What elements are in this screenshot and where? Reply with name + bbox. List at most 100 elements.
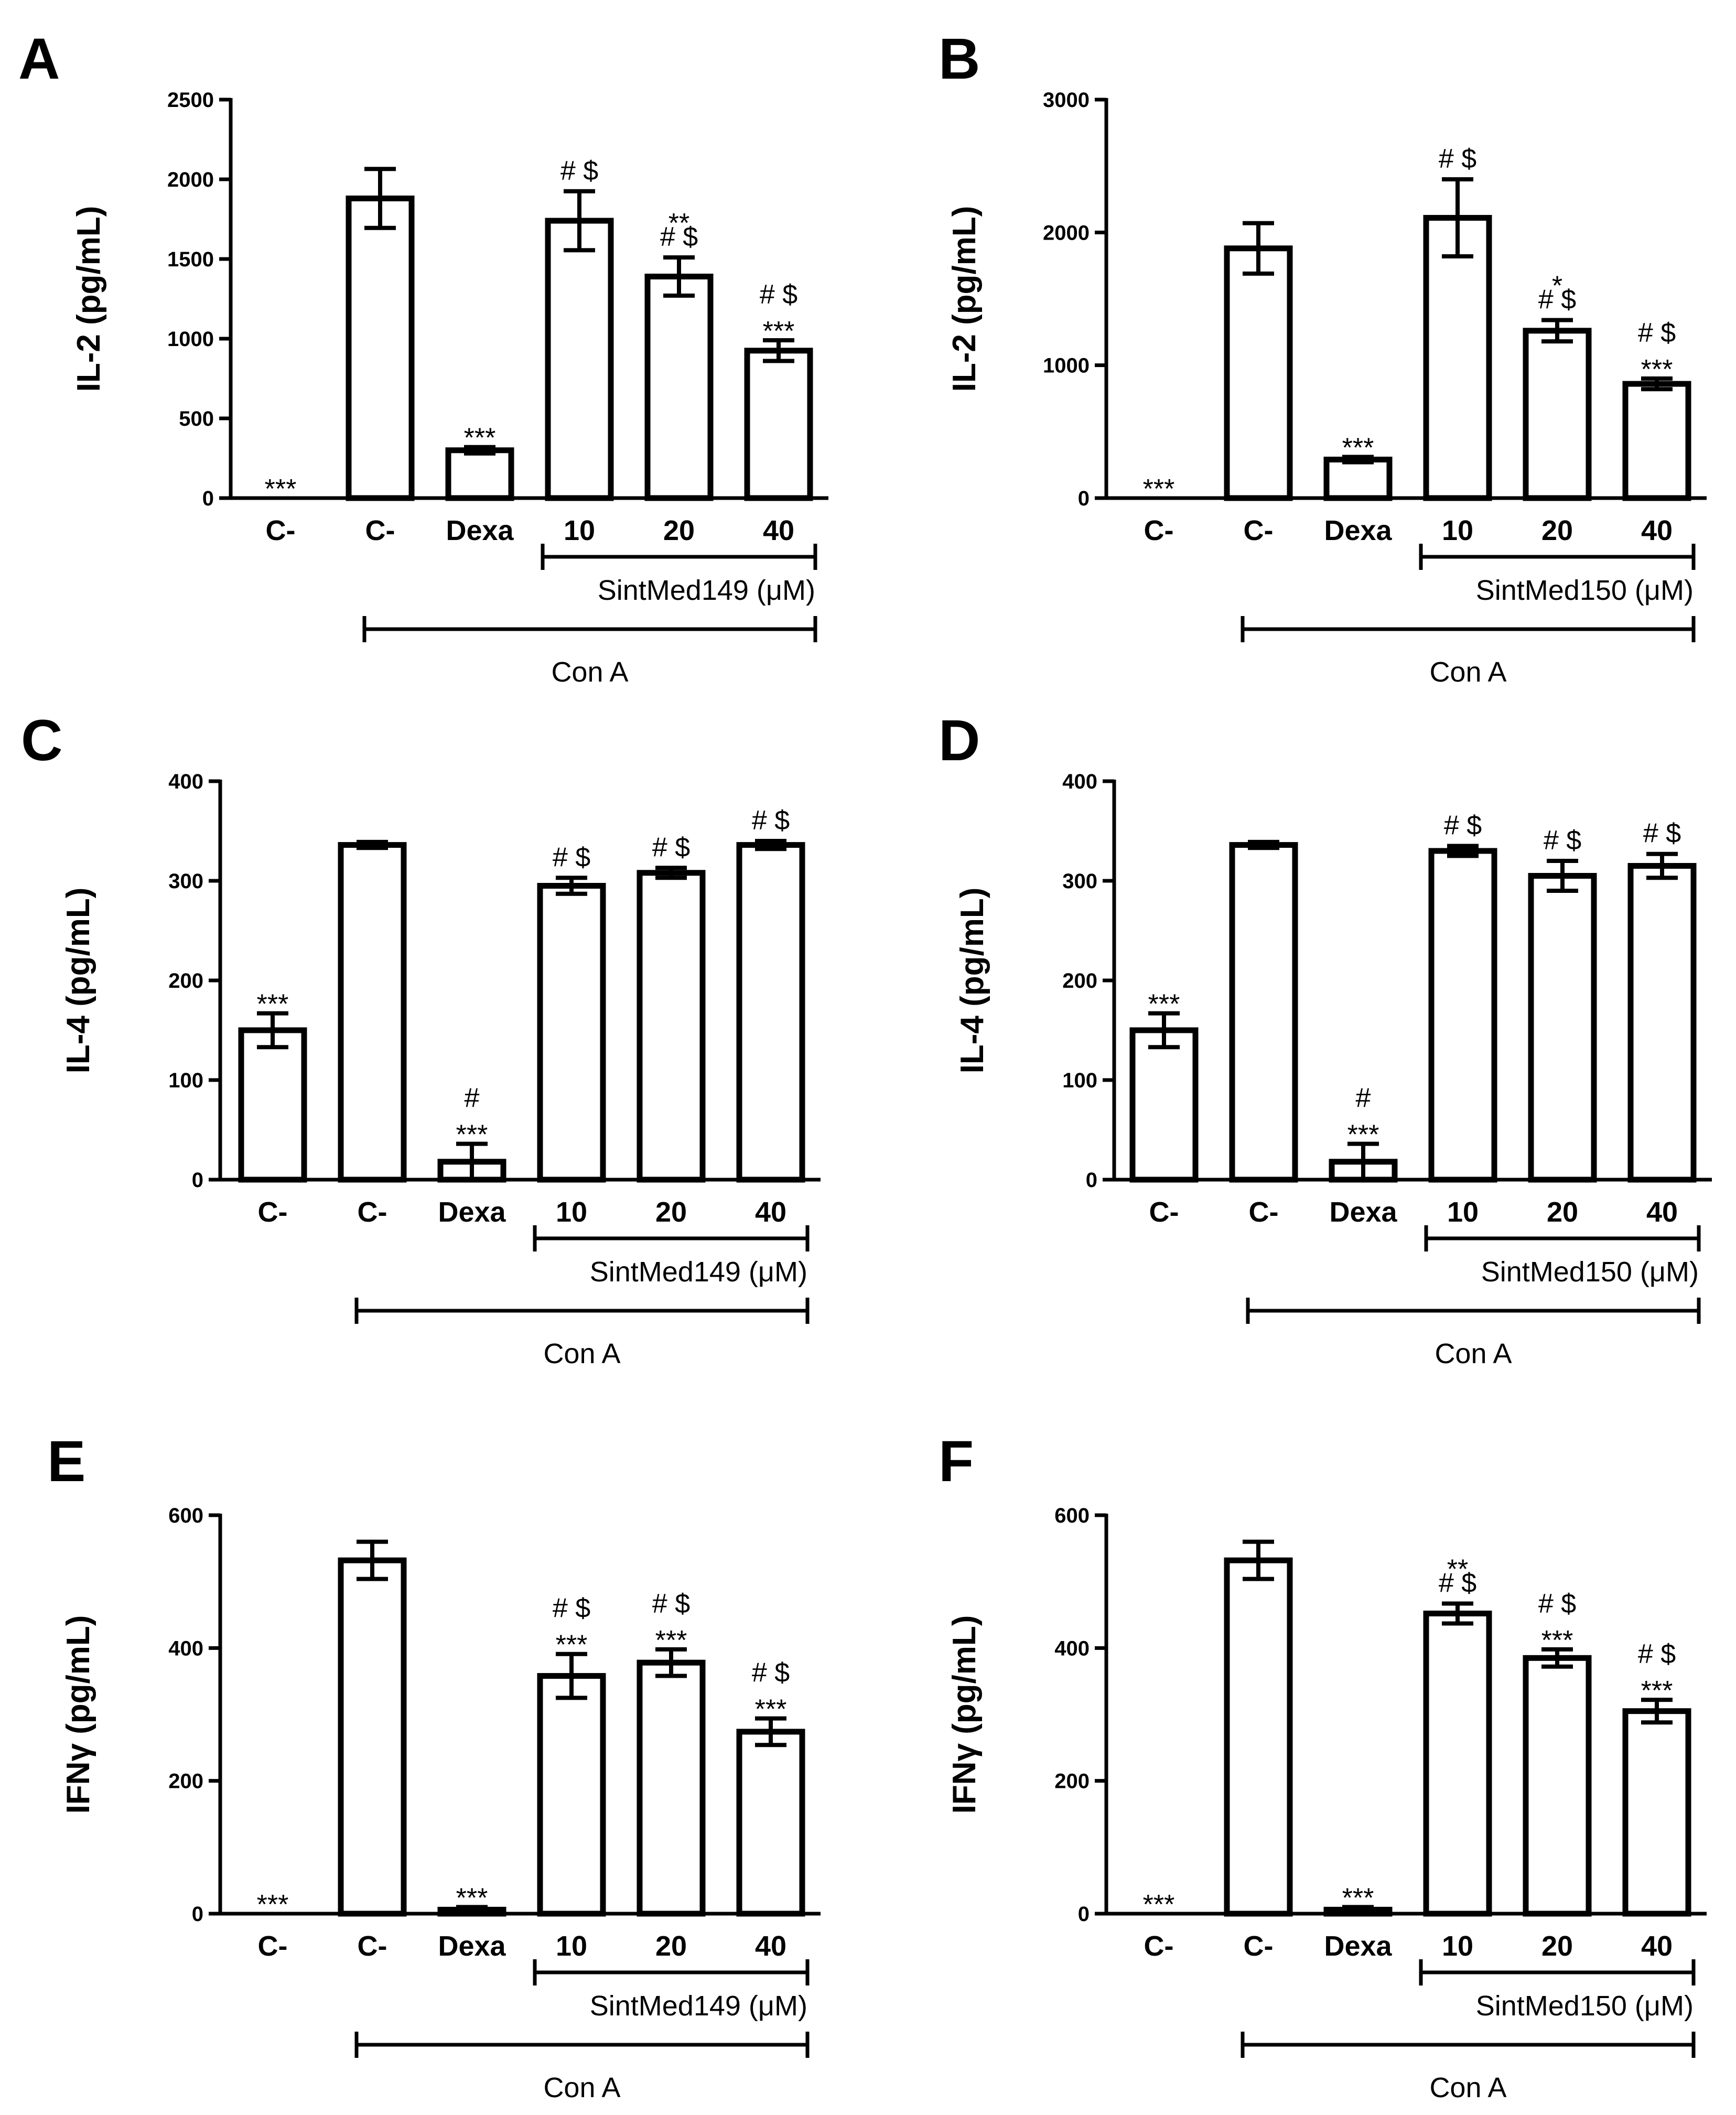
- y-tick-label: 2000: [167, 168, 214, 191]
- x-tick-label: Dexa: [1329, 1196, 1397, 1228]
- significance-label: ***: [1347, 1120, 1379, 1150]
- x-tick-label: 40: [755, 1196, 786, 1228]
- x-tick-label: Dexa: [1324, 515, 1392, 546]
- y-axis-label: IL-4 (pg/mL): [954, 888, 990, 1074]
- y-tick-label: 0: [1078, 487, 1090, 510]
- significance-label: #: [1356, 1083, 1371, 1114]
- significance-label: ***: [1143, 474, 1175, 504]
- x-tick-label: 10: [1442, 515, 1473, 546]
- y-tick-label: 0: [202, 487, 214, 510]
- x-tick-label: 20: [1541, 1930, 1573, 1962]
- x-tick-label: C-: [1149, 1196, 1179, 1228]
- x-tick-label: C-: [358, 1196, 387, 1228]
- bar: [1528, 873, 1597, 1183]
- y-tick-label: 3000: [1043, 89, 1090, 112]
- significance-label: # $: [1439, 1568, 1476, 1598]
- bar: [1523, 328, 1592, 501]
- significance-label: # $: [652, 1589, 690, 1619]
- significance-label: **: [668, 208, 689, 239]
- x-tick-label: 40: [763, 515, 794, 546]
- bar: [1428, 848, 1497, 1183]
- compound-label: SintMed150 (μM): [1481, 1256, 1699, 1288]
- y-tick-label: 400: [1054, 1637, 1090, 1660]
- con-a-label: Con A: [1429, 2072, 1506, 2103]
- y-tick-label: 400: [168, 1637, 203, 1660]
- significance-label: ***: [1342, 433, 1374, 463]
- significance-label: # $: [553, 842, 590, 872]
- x-tick-label: C-: [258, 1196, 288, 1228]
- con-a-label: Con A: [551, 656, 628, 688]
- bar: [338, 1557, 407, 1917]
- compound-label: SintMed149 (μM): [598, 575, 815, 606]
- x-tick-label: C-: [365, 515, 395, 546]
- bar: [1224, 1557, 1293, 1917]
- x-tick-label: C-: [1244, 1930, 1274, 1962]
- significance-label: ***: [755, 1695, 787, 1725]
- x-tick-label: Dexa: [438, 1196, 506, 1228]
- bar: [1224, 245, 1293, 501]
- bar: [1523, 1655, 1592, 1917]
- x-tick-label: 40: [1641, 515, 1673, 546]
- bar: [1622, 1708, 1691, 1917]
- significance-label: ***: [655, 1625, 687, 1656]
- significance-label: ***: [1541, 1625, 1573, 1656]
- bar: [1229, 842, 1298, 1183]
- significance-label: # $: [760, 279, 797, 310]
- y-tick-label: 2500: [167, 89, 214, 112]
- bar: [644, 273, 714, 501]
- bar: [744, 348, 813, 501]
- x-tick-label: 20: [1541, 515, 1573, 546]
- bar: [637, 1659, 706, 1917]
- panel-letter: A: [18, 27, 60, 91]
- x-tick-label: 20: [655, 1196, 687, 1228]
- bar: [1627, 863, 1697, 1183]
- y-tick-label: 2000: [1043, 221, 1090, 244]
- x-tick-label: 20: [1547, 1196, 1578, 1228]
- significance-label: ***: [1342, 1883, 1374, 1913]
- x-tick-label: 20: [655, 1930, 687, 1962]
- panel-letter: F: [939, 1429, 974, 1494]
- y-tick-label: 1000: [167, 328, 214, 351]
- significance-label: ***: [456, 1883, 488, 1913]
- panel-d: D IL-4 (pg/mL) 0 100 200 300 400 *** C- C- # *** Dex…: [939, 708, 1712, 1369]
- y-tick-label: 1500: [167, 248, 214, 271]
- panel-letter: B: [939, 27, 980, 91]
- x-tick-label: C-: [258, 1930, 288, 1962]
- x-tick-label: 10: [556, 1930, 587, 1962]
- significance-label: ***: [257, 989, 289, 1020]
- compound-label: SintMed150 (μM): [1476, 575, 1694, 606]
- significance-label: # $: [553, 1593, 590, 1624]
- y-tick-label: 100: [1062, 1069, 1097, 1092]
- y-tick-label: 200: [168, 1770, 203, 1793]
- x-tick-label: C-: [358, 1930, 387, 1962]
- compound-label: SintMed150 (μM): [1476, 1990, 1694, 2022]
- significance-label: #: [465, 1083, 480, 1114]
- bar: [1622, 381, 1691, 501]
- x-tick-label: 20: [663, 515, 695, 546]
- significance-label: # $: [560, 156, 598, 186]
- bar: [1423, 1610, 1492, 1917]
- significance-label: ***: [1148, 989, 1180, 1020]
- x-tick-label: C-: [1244, 515, 1274, 546]
- y-tick-label: 200: [168, 969, 203, 992]
- x-tick-label: Dexa: [1324, 1930, 1392, 1962]
- y-tick-label: 100: [168, 1069, 203, 1092]
- significance-label: ***: [265, 474, 297, 504]
- significance-label: # $: [1444, 811, 1482, 841]
- significance-label: # $: [1538, 285, 1576, 315]
- bar: [238, 1027, 307, 1183]
- con-a-label: Con A: [543, 2072, 620, 2103]
- y-axis-label: IL-4 (pg/mL): [60, 888, 96, 1074]
- y-tick-label: 0: [1078, 1903, 1090, 1926]
- panel-letter: C: [21, 708, 62, 773]
- compound-label: SintMed149 (μM): [590, 1990, 807, 2022]
- significance-label: ***: [1641, 1676, 1673, 1706]
- y-tick-label: 500: [179, 407, 214, 430]
- y-tick-label: 300: [168, 870, 203, 893]
- significance-label: # $: [752, 1658, 790, 1688]
- x-tick-label: C-: [1144, 1930, 1174, 1962]
- bar: [346, 195, 415, 501]
- significance-label: ***: [1143, 1890, 1175, 1920]
- y-tick-label: 0: [192, 1169, 203, 1192]
